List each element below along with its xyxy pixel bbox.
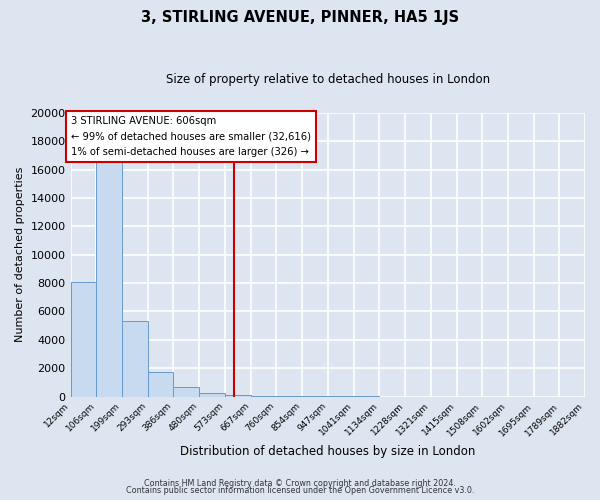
Bar (71, 282, 97, 397)
Text: 3 STIRLING AVENUE: 606sqm
← 99% of detached houses are smaller (32,616)
1% of se: 3 STIRLING AVENUE: 606sqm ← 99% of detac… (71, 116, 311, 157)
Text: Contains HM Land Registry data © Crown copyright and database right 2024.: Contains HM Land Registry data © Crown c… (144, 478, 456, 488)
Text: Contains public sector information licensed under the Open Government Licence v3: Contains public sector information licen… (126, 486, 474, 495)
Bar (148, 372, 173, 396)
Bar (225, 395, 251, 396)
Bar (122, 322, 148, 396)
Bar (97, 161, 122, 396)
Bar (199, 392, 225, 396)
Bar (173, 387, 199, 396)
Text: 3, STIRLING AVENUE, PINNER, HA5 1JS: 3, STIRLING AVENUE, PINNER, HA5 1JS (141, 10, 459, 25)
Title: Size of property relative to detached houses in London: Size of property relative to detached ho… (166, 72, 490, 86)
X-axis label: Distribution of detached houses by size in London: Distribution of detached houses by size … (180, 444, 475, 458)
Y-axis label: Number of detached properties: Number of detached properties (15, 167, 25, 342)
